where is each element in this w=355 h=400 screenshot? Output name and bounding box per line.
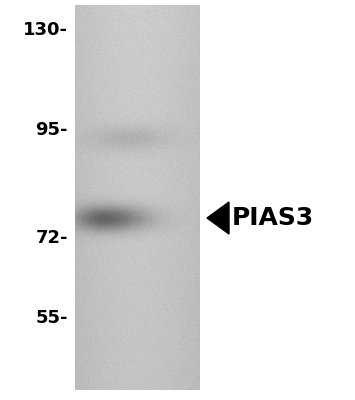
Text: 130-: 130- (23, 21, 68, 39)
Text: 72-: 72- (36, 229, 68, 247)
Text: 95-: 95- (36, 121, 68, 139)
Polygon shape (207, 202, 229, 234)
Text: PIAS3: PIAS3 (232, 206, 314, 230)
Text: 55-: 55- (36, 309, 68, 327)
